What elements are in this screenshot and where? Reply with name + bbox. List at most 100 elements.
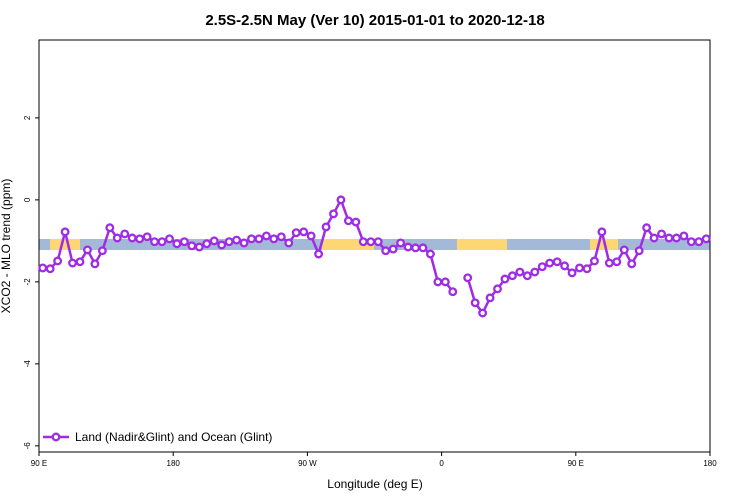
data-point (567, 268, 577, 278)
x-tick-label: 90 E (31, 459, 47, 468)
data-point (507, 271, 517, 281)
series-line (42, 196, 707, 316)
data-point (589, 256, 599, 266)
data-point (403, 242, 413, 252)
data-point (112, 233, 122, 243)
data-point (299, 227, 309, 237)
data-point (165, 234, 174, 244)
land-band (50, 239, 80, 250)
legend-label: Land (Nadir&Glint) and Ocean (Glint) (75, 430, 272, 444)
data-point (552, 257, 562, 267)
data-point (575, 263, 584, 273)
data-point (127, 233, 137, 243)
marks (38, 195, 711, 318)
data-point (619, 245, 629, 255)
data-point (75, 257, 85, 267)
data-point (433, 277, 443, 287)
y-axis-label: XCO2 - MLO trend (ppm) (0, 179, 13, 314)
data-point (701, 234, 711, 244)
data-point (209, 236, 219, 246)
x-tick-label: 180 (703, 459, 717, 468)
data-point (366, 237, 376, 247)
data-point (232, 235, 242, 245)
data-point (694, 237, 704, 247)
x-tick-label: 90 E (568, 459, 584, 468)
data-point (381, 246, 391, 256)
data-point (329, 209, 338, 219)
data-point (120, 229, 130, 239)
data-point (627, 259, 637, 269)
data-point (68, 258, 77, 268)
data-point (642, 223, 652, 233)
data-point (463, 273, 473, 283)
data-point (515, 267, 525, 277)
data-point (202, 239, 212, 249)
land-band (457, 239, 507, 250)
data-point (418, 243, 428, 253)
data-point (664, 233, 674, 243)
data-point (679, 231, 689, 241)
data-point (396, 238, 406, 248)
data-point (284, 238, 294, 248)
data-point (425, 249, 435, 259)
y-tick-label: -4 (23, 360, 32, 368)
data-point (83, 245, 92, 255)
data-point (686, 237, 696, 247)
data-point (90, 259, 100, 269)
data-point (448, 287, 458, 297)
data-point (172, 239, 182, 249)
x-tick-label: 180 (167, 459, 181, 468)
data-point (187, 241, 197, 251)
data-point (321, 222, 331, 232)
ocean-band (39, 239, 710, 250)
data-point (537, 262, 547, 272)
data-point (440, 277, 450, 287)
y-tick-label: 0 (23, 197, 32, 202)
plot-frame (38, 39, 711, 453)
data-point (493, 284, 502, 294)
data-point (478, 308, 488, 318)
data-point (530, 267, 540, 277)
data-point (97, 246, 107, 256)
data-point (351, 217, 361, 227)
data-point (411, 243, 420, 253)
data-point (597, 227, 607, 237)
chart-title: 2.5S-2.5N May (Ver 10) 2015-01-01 to 202… (205, 12, 544, 29)
data-point (194, 242, 204, 252)
data-point (150, 237, 160, 247)
data-point (254, 234, 264, 244)
land-band (322, 239, 374, 250)
data-point (135, 234, 145, 244)
data-point (306, 231, 316, 241)
data-point (522, 271, 532, 281)
data-point (470, 298, 480, 308)
data-point (582, 264, 592, 274)
data-point (276, 232, 286, 242)
data-point (373, 237, 383, 247)
data-point (560, 261, 570, 271)
data-point (53, 256, 63, 266)
data-point (239, 238, 249, 248)
data-point (217, 240, 227, 250)
x-axis-label: Longitude (deg E) (327, 477, 422, 491)
data-point (269, 234, 279, 244)
y-tick-label: -6 (23, 442, 32, 450)
data-point (314, 249, 324, 259)
data-point (105, 223, 115, 233)
data-point (45, 264, 55, 274)
data-point (649, 233, 659, 243)
data-point (657, 229, 666, 239)
x-tick-label: 90 W (298, 459, 317, 468)
data-point (224, 237, 234, 247)
data-point (612, 257, 622, 267)
data-point (604, 258, 614, 268)
data-point (261, 231, 271, 241)
data-point (336, 195, 346, 205)
data-point (142, 232, 152, 242)
data-point (500, 274, 510, 284)
data-point (38, 263, 48, 273)
x-tick-label: 0 (439, 459, 444, 468)
data-point (485, 293, 495, 303)
